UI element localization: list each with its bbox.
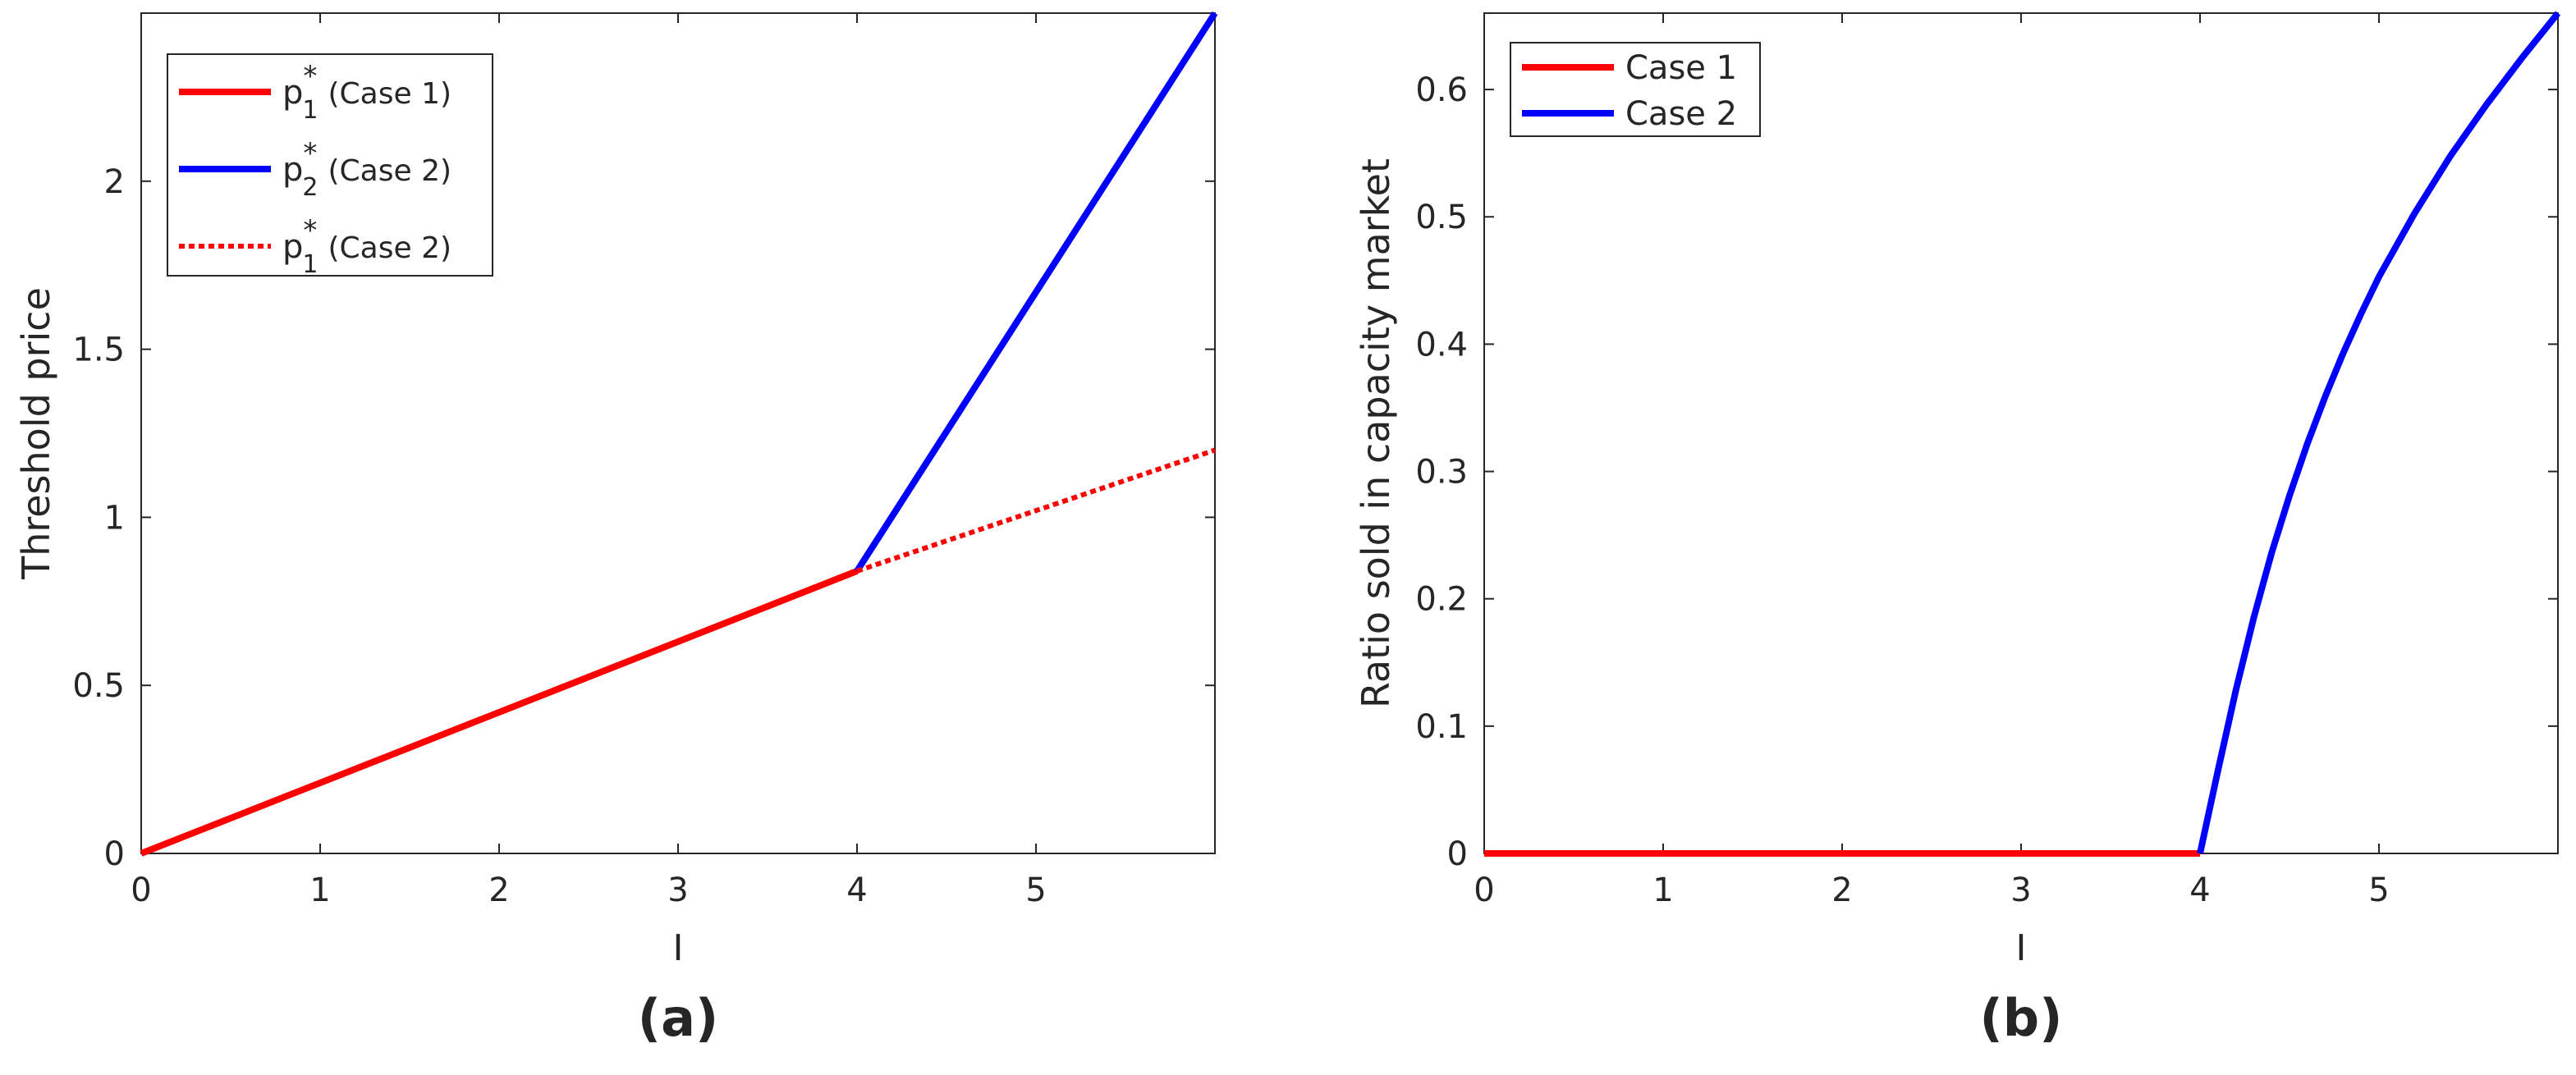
panel-b-ratio-sold-chart: 0 1 2 3 4 5 0 0.1 0.2 0.3 0.4 0.5 0.6 I Ratio sold in …	[1354, 11, 2561, 1048]
legend-symbol: p	[282, 228, 303, 266]
y-tick-label: 0	[104, 835, 125, 873]
legend-entry-label: p* 1 (Case 2)	[282, 214, 451, 279]
legend-entry-label: Case 2	[1625, 95, 1737, 133]
legend: p* 1 (Case 1)p* 2 (Case 2)p* 1 (Case 2)	[167, 53, 493, 279]
legend-case-text: (Case 1)	[328, 77, 451, 111]
y-tick-label: 0.5	[1415, 199, 1468, 236]
y-tick-label: 1	[104, 499, 125, 537]
y-tick-label: 0.3	[1415, 454, 1468, 492]
legend-subscript: 1	[302, 96, 318, 125]
x-tick-label: 4	[846, 871, 867, 909]
series-line-1	[140, 568, 859, 857]
legend-subscript: 2	[302, 173, 318, 202]
x-tick-label: 1	[1652, 871, 1673, 909]
x-tick-label: 1	[309, 871, 330, 909]
y-axis-label: Ratio sold in capacity market	[1354, 158, 1398, 708]
legend-entry-label: Case 1	[1625, 49, 1737, 87]
x-tick-label: 4	[2189, 871, 2210, 909]
legend-symbol: p	[282, 74, 303, 112]
series-line-2	[2197, 11, 2561, 854]
y-tick-label: 1.5	[72, 332, 125, 369]
x-tick-label: 0	[1474, 871, 1494, 909]
x-axis-label: I	[673, 927, 684, 969]
legend-entry-label: p* 2 (Case 2)	[282, 137, 451, 202]
x-tick-label: 2	[488, 871, 509, 909]
plot-area	[1483, 12, 2559, 854]
x-tick-label: 3	[667, 871, 688, 909]
legend-superscript: *	[303, 214, 317, 247]
y-tick-label: 0.1	[1415, 708, 1468, 746]
series-line-2	[854, 11, 1218, 574]
x-axis-label: I	[2016, 927, 2027, 969]
y-tick-label: 0.2	[1415, 581, 1468, 619]
legend-case-text: (Case 2)	[328, 154, 451, 188]
x-tick-label: 0	[131, 871, 151, 909]
x-tick-label: 2	[1831, 871, 1852, 909]
y-tick-label: 0.5	[72, 667, 125, 705]
y-tick-label: 0.6	[1415, 71, 1468, 109]
y-tick-label: 0.4	[1415, 326, 1468, 364]
x-tick-label: 5	[1025, 871, 1046, 909]
series-line-3	[856, 447, 1216, 574]
panel-caption: (b)	[1979, 988, 2062, 1048]
panel-caption: (a)	[638, 988, 719, 1048]
x-tick-label: 5	[2368, 871, 2389, 909]
x-tick-label: 3	[2010, 871, 2031, 909]
legend-subscript: 1	[302, 250, 318, 279]
y-tick-label: 0	[1447, 835, 1468, 873]
legend-box	[1510, 42, 1761, 137]
legend-superscript: *	[303, 60, 317, 93]
legend-symbol: p	[282, 151, 303, 189]
y-axis-label: Threshold price	[14, 287, 58, 580]
legend-entry-label: p* 1 (Case 1)	[282, 60, 451, 125]
y-tick-label: 2	[104, 163, 125, 201]
legend-superscript: *	[303, 137, 317, 170]
legend-case-text: (Case 2)	[328, 231, 451, 265]
legend: Case 1 Case 2	[1510, 42, 1761, 137]
